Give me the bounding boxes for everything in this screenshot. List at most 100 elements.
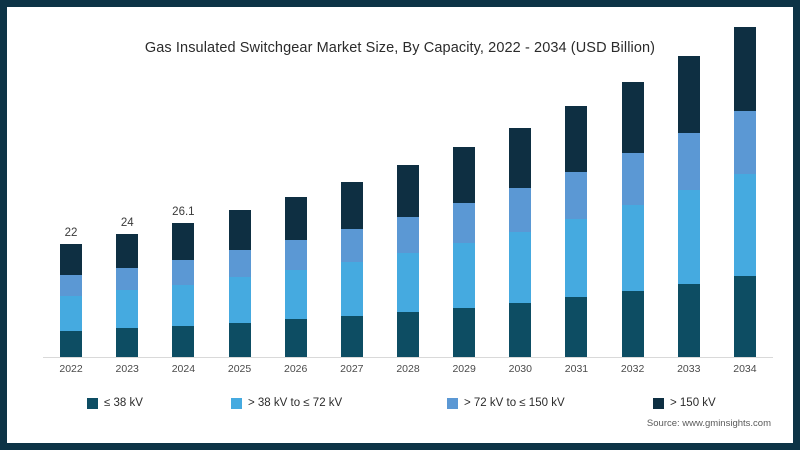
bar-group[interactable]: 26.1 xyxy=(172,206,195,357)
bar-group[interactable] xyxy=(733,26,756,357)
bar-segment[interactable] xyxy=(621,205,644,291)
bar-segment[interactable] xyxy=(453,307,476,357)
bar-segment[interactable] xyxy=(284,270,307,320)
bar-segment[interactable] xyxy=(172,222,195,260)
x-axis-tick-label: 2026 xyxy=(284,363,308,375)
bar-segment[interactable] xyxy=(565,296,588,357)
bar-segment[interactable] xyxy=(340,228,363,262)
bar-segment[interactable] xyxy=(228,277,251,323)
bar-value-label: 22 xyxy=(64,226,78,239)
legend-item[interactable]: > 150 kV xyxy=(653,397,716,409)
x-axis-tick-label: 2029 xyxy=(452,363,476,375)
x-axis-tick-label: 2032 xyxy=(620,363,645,375)
legend-swatch-icon xyxy=(231,397,242,409)
bar-segment[interactable] xyxy=(453,203,476,243)
bar-segment[interactable] xyxy=(116,233,139,268)
bar-segment[interactable] xyxy=(565,106,588,172)
chart-canvas: Gas Insulated Switchgear Market Size, By… xyxy=(7,7,793,443)
bar-segment[interactable] xyxy=(116,267,139,291)
source-attribution: Source: www.gminsights.com xyxy=(646,418,771,429)
legend-swatch-icon xyxy=(653,397,664,409)
bar-segment[interactable] xyxy=(677,283,700,357)
legend-item-label: > 150 kV xyxy=(670,397,716,409)
bar-group[interactable] xyxy=(228,209,251,357)
bar-segment[interactable] xyxy=(172,325,195,357)
bar-segment[interactable] xyxy=(733,26,756,112)
bar-segment[interactable] xyxy=(284,319,307,357)
bar-segment[interactable] xyxy=(677,190,700,284)
bar-segment[interactable] xyxy=(397,252,419,312)
x-axis-tick-label: 2028 xyxy=(396,363,420,375)
bar-segment[interactable] xyxy=(340,261,363,316)
bar-segment[interactable] xyxy=(60,295,83,331)
bar-segment[interactable] xyxy=(733,276,756,357)
bar-segment[interactable] xyxy=(172,259,195,285)
x-axis-tick-label: 2027 xyxy=(340,363,364,375)
x-axis-tick-labels: 2022 2023 2024 2025 2026 2027 2028 2029 2030 2031… xyxy=(43,363,773,381)
legend-swatch-icon xyxy=(447,397,458,409)
bar-segment[interactable] xyxy=(453,147,476,204)
bar-group[interactable] xyxy=(621,81,644,357)
bar-segment[interactable] xyxy=(228,209,251,251)
bar-segment[interactable] xyxy=(677,55,700,134)
bar-segment[interactable] xyxy=(565,219,588,297)
x-axis-tick-label: 2034 xyxy=(733,363,757,375)
bar-segment[interactable] xyxy=(509,231,532,303)
bar-group[interactable] xyxy=(677,55,700,357)
x-axis-tick-label: 2025 xyxy=(227,363,252,375)
bar-group[interactable] xyxy=(340,181,363,357)
bar-group[interactable] xyxy=(397,165,419,357)
bar-segment[interactable] xyxy=(621,81,644,154)
bar-segment[interactable] xyxy=(397,165,419,217)
bar-segment[interactable] xyxy=(621,290,644,357)
bar-segment[interactable] xyxy=(60,275,83,296)
legend-item[interactable]: > 38 kV to ≤ 72 kV xyxy=(231,397,342,409)
x-axis-tick-label: 2031 xyxy=(564,363,589,375)
bar-group[interactable] xyxy=(565,106,588,357)
legend-item-label: ≤ 38 kV xyxy=(104,397,143,409)
bar-group[interactable] xyxy=(284,196,307,357)
bar-group[interactable]: 24 xyxy=(116,217,139,357)
legend-item-label: > 72 kV to ≤ 150 kV xyxy=(464,397,565,409)
bar-segment[interactable] xyxy=(677,133,700,191)
bar-segment[interactable] xyxy=(565,171,588,220)
bar-value-label: 24 xyxy=(120,216,134,229)
x-axis-tick-label: 2030 xyxy=(508,363,532,375)
legend-swatch-icon xyxy=(87,397,98,409)
bar-group[interactable] xyxy=(453,147,476,357)
bar-segment[interactable] xyxy=(172,284,195,326)
bar-segment[interactable] xyxy=(284,240,307,271)
legend-item[interactable]: > 72 kV to ≤ 150 kV xyxy=(447,397,565,409)
bar-value-label: 26.1 xyxy=(172,205,195,218)
chart-legend: ≤ 38 kV > 38 kV to ≤ 72 kV > 72 kV to ≤ 15… xyxy=(43,397,773,417)
bar-segment[interactable] xyxy=(228,250,251,278)
bar-segment[interactable] xyxy=(116,328,139,357)
bar-segment[interactable] xyxy=(397,311,419,357)
bar-segment[interactable] xyxy=(116,290,139,329)
chart-title: Gas Insulated Switchgear Market Size, By… xyxy=(144,40,656,56)
x-axis-tick-label: 2023 xyxy=(115,363,139,375)
bar-segment[interactable] xyxy=(284,196,307,241)
bar-segment[interactable] xyxy=(733,173,756,277)
bar-segment[interactable] xyxy=(509,188,532,232)
legend-item[interactable]: ≤ 38 kV xyxy=(87,397,143,409)
bar-group[interactable]: 22 xyxy=(60,227,83,357)
bar-segment[interactable] xyxy=(453,242,476,308)
bar-segment[interactable] xyxy=(733,111,756,174)
bar-group[interactable] xyxy=(509,127,532,357)
bar-segment[interactable] xyxy=(340,315,363,357)
bar-segment[interactable] xyxy=(621,153,644,206)
legend-item-label: > 38 kV to ≤ 72 kV xyxy=(248,397,343,409)
x-axis-tick-label: 2033 xyxy=(677,363,701,375)
bar-segment[interactable] xyxy=(228,322,251,357)
bar-segment[interactable] xyxy=(509,127,532,189)
plot-area: 22 24 26.1 xyxy=(43,26,773,357)
bar-segment[interactable] xyxy=(397,216,419,253)
bar-segment[interactable] xyxy=(509,302,532,357)
bar-segment[interactable] xyxy=(60,243,83,276)
bar-segment[interactable] xyxy=(60,330,83,357)
bar-segment[interactable] xyxy=(340,181,363,229)
x-axis-tick-label: 2022 xyxy=(59,363,83,375)
x-axis-tick-label: 2024 xyxy=(171,363,196,375)
